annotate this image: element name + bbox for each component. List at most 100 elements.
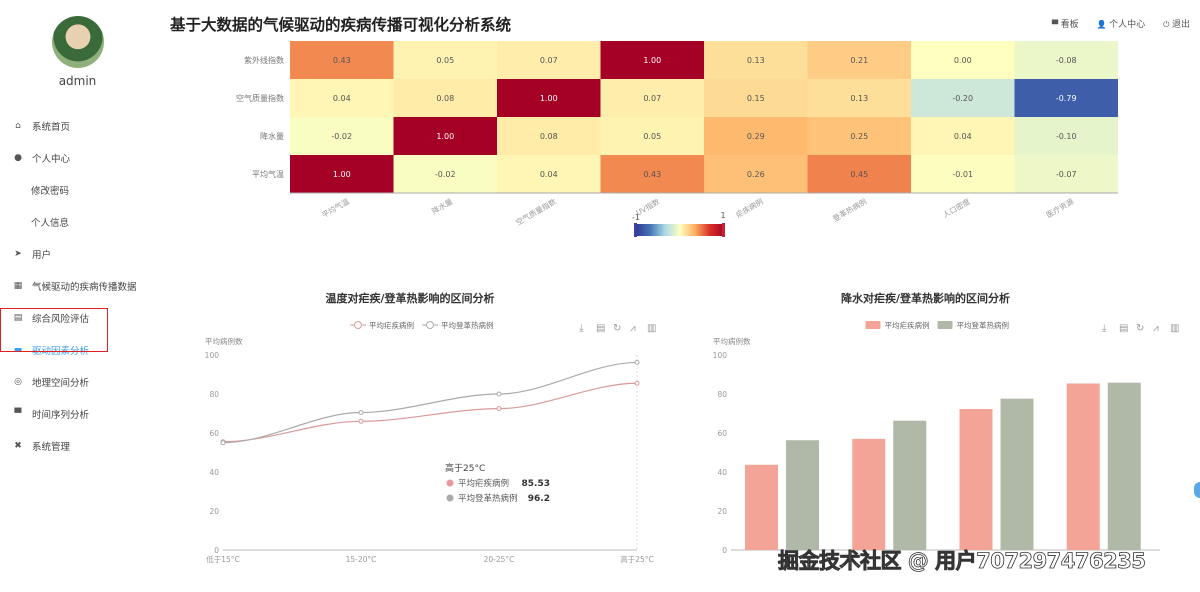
heatmap-cell [290,117,394,155]
legend-label: 平均登革热病例 [957,320,1010,330]
series-line [222,361,638,444]
heatmap-cell [807,117,911,155]
heatmap-cell-label: 0.43 [643,170,661,179]
download-icon[interactable]: ⤓ [579,323,584,334]
user-icon: 👤 [1096,20,1110,29]
sidebar-item-2[interactable]: 修改密码 [0,174,160,206]
username: admin [58,74,97,88]
legend-label: 平均登革热病例 [441,320,494,330]
sidebar-item-label: 地理空间分析 [32,378,90,389]
sidebar-item-4[interactable]: ➤ 用户 [0,238,160,270]
x-tick-label: 空气质量指数 [514,196,558,227]
heatmap-cell-label: 0.25 [850,132,868,141]
heatmap-cell-label: -0.01 [952,170,973,179]
heatmap-cell [497,41,601,79]
monitor-icon: ▀ [1051,20,1061,29]
y-tick-label: 60 [209,429,219,438]
sidebar-item-6[interactable]: ▤ 综合风险评估 [0,302,160,334]
legend-marker [354,321,362,329]
topnav-user[interactable]: 👤 个人中心 [1097,17,1146,30]
bar[interactable] [786,440,819,550]
visual-map-max-label: 1 [720,211,725,220]
table-icon: ▤ [13,313,23,323]
heatmap-cell [600,117,704,155]
legend-swatch [865,321,881,329]
heatmap-cell-label: 0.07 [643,94,661,103]
tooltip-value: 96.2 [528,494,550,504]
bar-switch-icon[interactable]: ▥ [1170,323,1179,334]
data-view-icon[interactable]: ▤ [596,323,605,334]
power-icon: ⏻ [1163,20,1172,29]
heatmap-cell [600,155,704,193]
x-tick-label: 人口密度 [941,196,972,220]
visual-map-handle-max[interactable] [722,223,725,237]
heatmap-cell-label: 0.29 [747,132,765,141]
tooltip-value: 85.53 [522,479,550,489]
avatar[interactable] [52,16,104,68]
sidebar-item-5[interactable]: ▦ 气候驱动的疾病传播数据 [0,270,160,302]
y-tick-label: 100 [205,351,220,360]
heatmap-cell [911,41,1015,79]
sidebar-item-10[interactable]: ✖ 系统管理 [0,430,160,462]
sidebar-item-9[interactable]: ▀ 时间序列分析 [0,398,160,430]
data-view-icon[interactable]: ▤ [1119,323,1128,334]
chart-title: 温度对疟疾/登革热影响的区间分析 [325,291,494,305]
bar[interactable] [959,409,993,550]
tooltip-marker [446,479,454,487]
bar[interactable] [852,438,886,550]
bar[interactable] [1066,383,1100,550]
heatmap-cell-label: -0.07 [1056,170,1077,179]
heatmap-cell [807,41,911,79]
heatmap-cell [393,155,497,193]
topnav-power[interactable]: ⏻ 退出 [1163,17,1190,30]
topnav-label: 个人中心 [1109,20,1146,30]
x-tick-label: 20-25°C [484,555,515,564]
restore-icon[interactable]: ↻ [613,323,621,334]
heatmap-cell [911,117,1015,155]
y-tick-label: 0 [722,546,727,555]
heatmap-cell [600,79,704,117]
bar[interactable] [893,420,927,550]
y-tick-label: 降水量 [260,131,284,141]
bar[interactable] [745,464,778,550]
y-axis-label: 平均病例数 [205,336,243,346]
line-switch-icon[interactable]: ⩘ [1153,323,1159,334]
download-icon[interactable]: ⤓ [1102,323,1107,334]
heatmap-cell [704,41,808,79]
heatmap-cell-label: 0.13 [747,56,765,65]
restore-icon[interactable]: ↻ [1136,323,1144,334]
side-handle[interactable] [1194,482,1200,498]
heatmap-cell [497,117,601,155]
legend-label: 平均疟疾病例 [885,320,930,330]
x-tick-label: 15-20°C [346,555,377,564]
y-tick-label: 空气质量指数 [236,93,284,103]
data-point [358,410,364,416]
heatmap-cell [807,155,911,193]
tooltip-title: 高于25°C [445,462,485,474]
topnav-monitor[interactable]: ▀ 看板 [1052,17,1079,30]
topnav-label: 看板 [1060,20,1079,30]
data-point [220,440,226,446]
heatmap-cell [1014,117,1118,155]
sidebar-item-3[interactable]: 个人信息 [0,206,160,238]
sidebar-item-1[interactable]: ● 个人中心 [0,142,160,174]
compass-icon: ◎ [14,377,22,387]
line-switch-icon[interactable]: ⩘ [630,323,636,334]
y-tick-label: 80 [717,390,727,399]
heatmap-cell-label: 0.00 [954,56,972,65]
sidebar-item-label: 用户 [32,250,52,261]
heatmap-cell-label: -0.79 [1056,94,1077,103]
tooltip-marker [446,494,454,502]
sidebar-item-label: 个人中心 [32,154,71,165]
sidebar-item-0[interactable]: ⌂ 系统首页 [0,110,160,142]
visual-map-min-label: -1 [632,213,640,222]
bar-switch-icon[interactable]: ▥ [647,323,656,334]
x-tick-label: 医疗资源 [1044,196,1075,220]
visual-map-handle-min[interactable] [634,223,637,237]
legend-swatch [937,321,953,329]
data-point [634,380,640,386]
bar[interactable] [1107,382,1141,550]
sidebar-item-label: 系统管理 [32,442,71,453]
sidebar-item-8[interactable]: ◎ 地理空间分析 [0,366,160,398]
bar[interactable] [1000,398,1034,550]
